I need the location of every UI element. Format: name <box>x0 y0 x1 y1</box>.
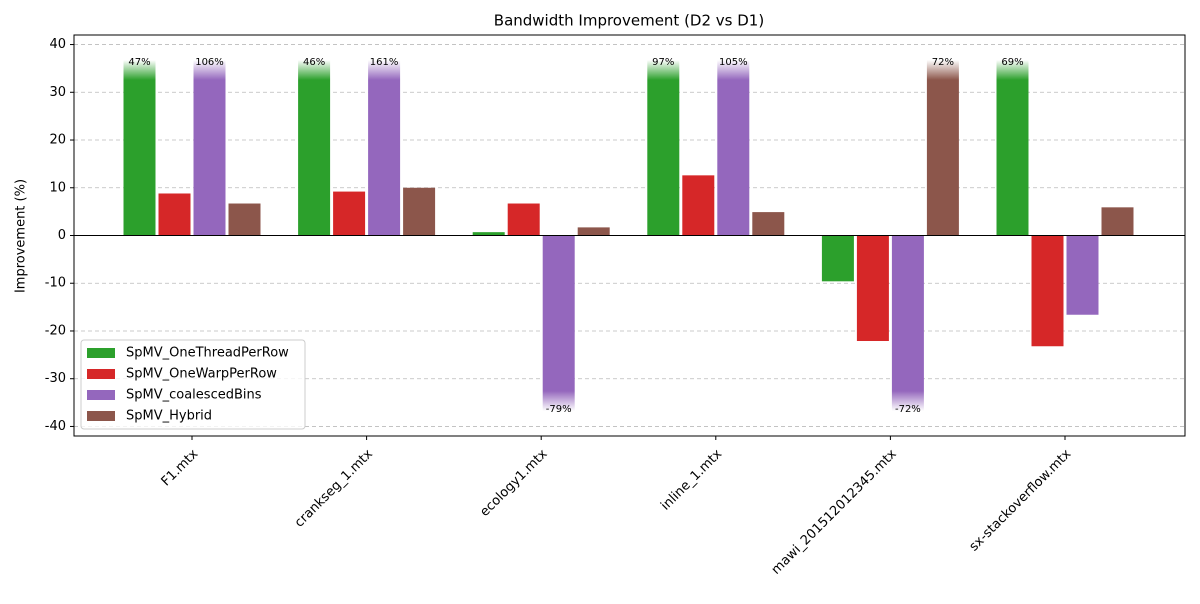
bar <box>298 35 331 236</box>
bar <box>1066 235 1099 315</box>
x-tick-label: F1.mtx <box>159 446 202 489</box>
legend-swatch <box>87 411 115 421</box>
bar <box>403 187 436 236</box>
value-label: 106% <box>195 57 224 68</box>
bar <box>856 235 889 342</box>
x-tick-label: mawi_201512012345.mtx <box>769 446 900 577</box>
bar <box>1101 207 1134 236</box>
y-tick-label: 10 <box>49 180 66 195</box>
y-tick-label: 40 <box>49 37 66 52</box>
bar <box>647 35 680 236</box>
bar <box>891 235 924 436</box>
chart-title: Bandwidth Improvement (D2 vs D1) <box>494 12 764 30</box>
bar <box>158 193 191 236</box>
bar <box>542 235 575 436</box>
bar <box>752 212 785 236</box>
bar <box>926 35 959 236</box>
value-label: 161% <box>370 57 399 68</box>
legend-label: SpMV_OneThreadPerRow <box>126 346 289 361</box>
bar <box>821 235 854 282</box>
bar <box>577 227 610 236</box>
x-tick-label: ecology1.mtx <box>477 446 550 519</box>
x-tick-label: sx-stackoverflow.mtx <box>967 446 1075 554</box>
plot-area <box>123 35 1134 436</box>
legend-box <box>80 339 306 430</box>
bar <box>717 35 750 236</box>
y-tick-label: 30 <box>49 85 66 100</box>
bar <box>333 191 366 236</box>
y-tick-label: -40 <box>45 419 66 434</box>
y-tick-label: 20 <box>49 133 66 148</box>
legend: SpMV_OneThreadPerRow SpMV_OneWarpPerRow Sp… <box>80 339 306 430</box>
bar <box>228 203 261 236</box>
legend-swatch <box>87 348 115 358</box>
value-label: 47% <box>128 57 150 68</box>
value-label: 46% <box>303 57 325 68</box>
bar <box>368 35 401 236</box>
value-label: 72% <box>932 57 954 68</box>
value-label: 69% <box>1001 57 1023 68</box>
legend-label: SpMV_OneWarpPerRow <box>126 367 277 382</box>
value-label: 97% <box>652 57 674 68</box>
plot-frame <box>73 34 1186 437</box>
value-label: 105% <box>719 57 748 68</box>
legend-swatch <box>87 390 115 400</box>
bar <box>682 175 715 236</box>
y-axis-label: Improvement (%) <box>14 179 29 293</box>
legend-label: SpMV_Hybrid <box>126 409 212 424</box>
value-label: -72% <box>895 404 921 415</box>
y-tick-label: 0 <box>58 228 66 243</box>
y-tick-label: -20 <box>45 323 66 338</box>
bar <box>123 35 156 236</box>
y-tick-label: -10 <box>45 276 66 291</box>
x-tick-label: crankseg_1.mtx <box>292 446 376 530</box>
bar <box>472 232 505 236</box>
y-tick-label: -30 <box>45 371 66 386</box>
bar <box>507 203 540 236</box>
value-label: -79% <box>546 404 572 415</box>
legend-label: SpMV_coalescedBins <box>126 388 262 403</box>
legend-swatch <box>87 369 115 379</box>
x-tick-label: inline_1.mtx <box>658 446 725 513</box>
bar <box>996 35 1029 236</box>
bar <box>1031 235 1064 347</box>
bar <box>193 35 226 236</box>
